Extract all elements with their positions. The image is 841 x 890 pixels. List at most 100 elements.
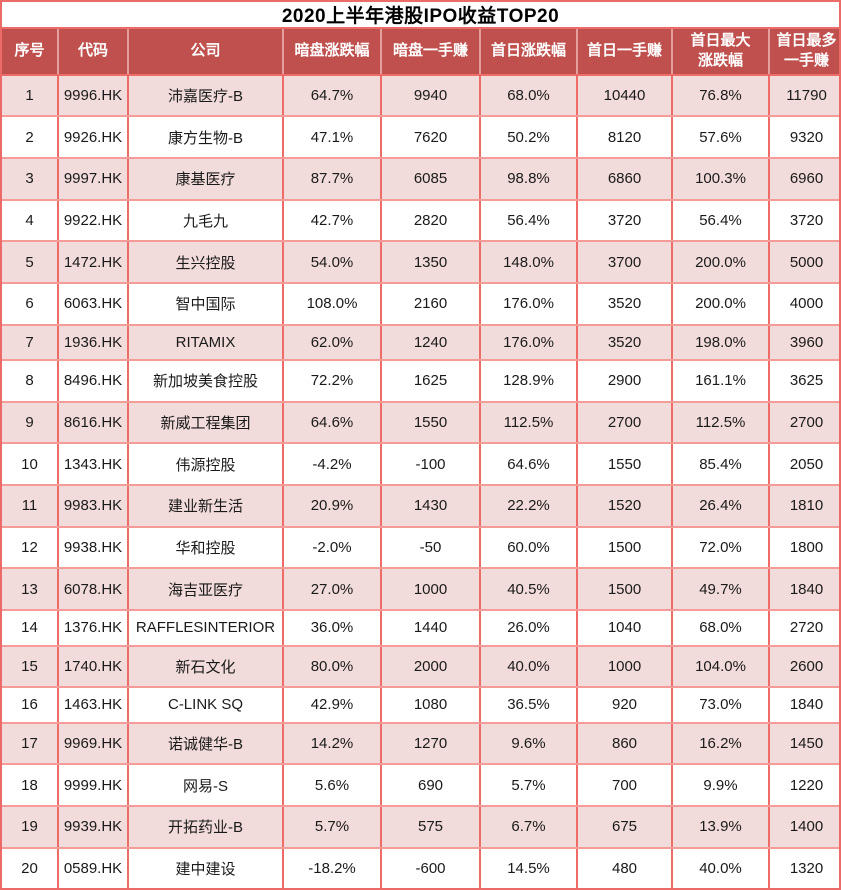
cell-grey-lot-profit: -100 <box>380 442 481 487</box>
cell-grey-lot-profit: 2820 <box>380 198 481 243</box>
cell-grey-change: 14.2% <box>282 721 382 766</box>
cell-day1-max-lot-profit: 5000 <box>768 240 839 284</box>
cell-grey-lot-profit: 1240 <box>380 323 481 362</box>
cell-day1-change: 176.0% <box>479 281 578 326</box>
cell-day1-change: 6.7% <box>479 805 578 849</box>
cell-code: 8616.HK <box>57 400 129 445</box>
cell-day1-lot-profit: 6860 <box>576 156 673 201</box>
cell-company: 九毛九 <box>127 198 284 243</box>
cell-rank: 17 <box>2 721 59 766</box>
cell-rank: 1 <box>2 73 59 118</box>
cell-rank: 14 <box>2 609 59 647</box>
table-row: 8 8496.HK 新加坡美食控股 72.2% 1625 128.9% 2900 161.1%… <box>2 359 839 403</box>
table-row: 14 1376.HK RAFFLESINTERIOR 36.0% 1440 26.0% 10… <box>2 609 839 647</box>
table-row: 18 9999.HK 网易-S 5.6% 690 5.7% 700 9.9% 1220 <box>2 763 839 808</box>
cell-grey-change: 36.0% <box>282 609 382 647</box>
table-row: 11 9983.HK 建业新生活 20.9% 1430 22.2% 1520 26.4% 181… <box>2 484 839 528</box>
cell-company: 康方生物-B <box>127 115 284 159</box>
cell-grey-lot-profit: -600 <box>380 846 481 888</box>
cell-rank: 20 <box>2 846 59 888</box>
column-header-rank: 序号 <box>2 29 59 76</box>
cell-day1-lot-profit: 480 <box>576 846 673 888</box>
cell-code: 1343.HK <box>57 442 129 487</box>
cell-rank: 7 <box>2 323 59 362</box>
table-row: 3 9997.HK 康基医疗 87.7% 6085 98.8% 6860 100.3% 6960 <box>2 156 839 201</box>
cell-grey-change: 42.7% <box>282 198 382 243</box>
cell-company: 海吉亚医疗 <box>127 567 284 612</box>
cell-rank: 15 <box>2 644 59 689</box>
cell-day1-max-lot-profit: 1840 <box>768 567 839 612</box>
cell-day1-max-change: 198.0% <box>671 323 770 362</box>
cell-day1-max-change: 72.0% <box>671 525 770 570</box>
cell-rank: 16 <box>2 686 59 724</box>
table-row: 10 1343.HK 伟源控股 -4.2% -100 64.6% 1550 85.4% 2050 <box>2 442 839 487</box>
cell-rank: 18 <box>2 763 59 808</box>
cell-day1-change: 176.0% <box>479 323 578 362</box>
cell-code: 9983.HK <box>57 484 129 528</box>
cell-day1-lot-profit: 1040 <box>576 609 673 647</box>
cell-grey-change: 108.0% <box>282 281 382 326</box>
cell-company: RAFFLESINTERIOR <box>127 609 284 647</box>
cell-code: 6063.HK <box>57 281 129 326</box>
cell-grey-change: 5.6% <box>282 763 382 808</box>
column-header-grey-change: 暗盘涨跌幅 <box>282 29 382 76</box>
cell-code: 1376.HK <box>57 609 129 647</box>
cell-day1-max-change: 200.0% <box>671 240 770 284</box>
cell-day1-max-lot-profit: 1810 <box>768 484 839 528</box>
cell-day1-max-change: 161.1% <box>671 359 770 403</box>
cell-grey-change: 27.0% <box>282 567 382 612</box>
cell-day1-lot-profit: 1500 <box>576 525 673 570</box>
cell-code: 9939.HK <box>57 805 129 849</box>
cell-code: 9999.HK <box>57 763 129 808</box>
column-header-grey-lot-profit: 暗盘一手赚 <box>380 29 481 76</box>
cell-rank: 11 <box>2 484 59 528</box>
cell-day1-lot-profit: 860 <box>576 721 673 766</box>
cell-grey-lot-profit: 1625 <box>380 359 481 403</box>
ipo-returns-table: 序号 代码 公司 暗盘涨跌幅 暗盘一手赚 首日涨跌幅 首日一手赚 首日最大 涨跌幅 首日最多 一… <box>2 29 839 888</box>
cell-rank: 3 <box>2 156 59 201</box>
cell-day1-lot-profit: 920 <box>576 686 673 724</box>
table-row: 4 9922.HK 九毛九 42.7% 2820 56.4% 3720 56.4% 3720 <box>2 198 839 243</box>
column-header-company: 公司 <box>127 29 284 76</box>
cell-day1-lot-profit: 700 <box>576 763 673 808</box>
cell-day1-max-lot-profit: 1840 <box>768 686 839 724</box>
cell-day1-max-change: 68.0% <box>671 609 770 647</box>
cell-day1-max-lot-profit: 3625 <box>768 359 839 403</box>
table-row: 6 6063.HK 智中国际 108.0% 2160 176.0% 3520 200.0% 40… <box>2 281 839 326</box>
cell-grey-change: 64.7% <box>282 73 382 118</box>
cell-grey-change: 47.1% <box>282 115 382 159</box>
cell-rank: 12 <box>2 525 59 570</box>
cell-grey-change: 5.7% <box>282 805 382 849</box>
cell-day1-max-lot-profit: 3960 <box>768 323 839 362</box>
column-header-code: 代码 <box>57 29 129 76</box>
cell-company: 伟源控股 <box>127 442 284 487</box>
cell-day1-change: 26.0% <box>479 609 578 647</box>
table-row: 5 1472.HK 生兴控股 54.0% 1350 148.0% 3700 200.0% 500… <box>2 240 839 284</box>
cell-grey-lot-profit: 1350 <box>380 240 481 284</box>
cell-day1-max-change: 85.4% <box>671 442 770 487</box>
cell-code: 8496.HK <box>57 359 129 403</box>
cell-company: 新加坡美食控股 <box>127 359 284 403</box>
table-row: 16 1463.HK C-LINK SQ 42.9% 1080 36.5% 920 73.0%… <box>2 686 839 724</box>
table-row: 17 9969.HK 诺诚健华-B 14.2% 1270 9.6% 860 16.2% 1450 <box>2 721 839 766</box>
cell-grey-lot-profit: 2000 <box>380 644 481 689</box>
cell-grey-change: 42.9% <box>282 686 382 724</box>
table-row: 7 1936.HK RITAMIX 62.0% 1240 176.0% 3520 198.0%… <box>2 323 839 362</box>
cell-day1-lot-profit: 1520 <box>576 484 673 528</box>
cell-code: 9996.HK <box>57 73 129 118</box>
table-row: 1 9996.HK 沛嘉医疗-B 64.7% 9940 68.0% 10440 76.8% 11… <box>2 73 839 118</box>
cell-company: 诺诚健华-B <box>127 721 284 766</box>
cell-day1-max-change: 200.0% <box>671 281 770 326</box>
cell-day1-lot-profit: 3520 <box>576 281 673 326</box>
cell-company: 建中建设 <box>127 846 284 888</box>
cell-grey-lot-profit: 9940 <box>380 73 481 118</box>
cell-day1-change: 50.2% <box>479 115 578 159</box>
cell-day1-max-lot-profit: 1400 <box>768 805 839 849</box>
cell-day1-lot-profit: 3700 <box>576 240 673 284</box>
table-row: 15 1740.HK 新石文化 80.0% 2000 40.0% 1000 104.0% 260… <box>2 644 839 689</box>
cell-company: 网易-S <box>127 763 284 808</box>
cell-grey-change: -4.2% <box>282 442 382 487</box>
cell-company: 沛嘉医疗-B <box>127 73 284 118</box>
table-row: 20 0589.HK 建中建设 -18.2% -600 14.5% 480 40.0% 1320 <box>2 846 839 888</box>
cell-grey-change: 87.7% <box>282 156 382 201</box>
